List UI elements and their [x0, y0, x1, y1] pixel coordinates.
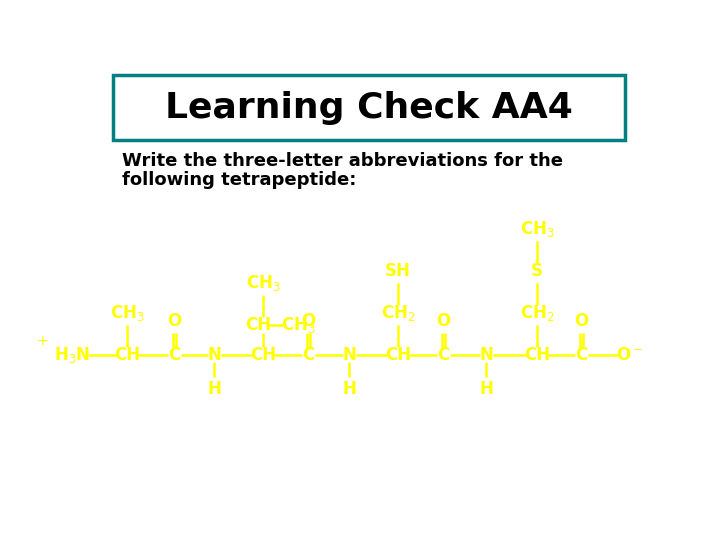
Text: C: C [302, 346, 314, 364]
Text: N: N [342, 346, 356, 364]
Text: Learning Check AA4: Learning Check AA4 [165, 91, 573, 125]
Text: C: C [168, 346, 180, 364]
Text: CH$_3$: CH$_3$ [109, 303, 145, 323]
Text: CH: CH [385, 346, 411, 364]
Text: O: O [436, 312, 450, 330]
Text: O: O [301, 312, 315, 330]
Text: CH: CH [245, 316, 271, 334]
Text: following tetrapeptide:: following tetrapeptide: [122, 171, 356, 189]
Text: CH$_2$: CH$_2$ [520, 303, 554, 323]
Text: +: + [36, 334, 48, 348]
Text: O: O [574, 312, 588, 330]
Text: SH: SH [385, 262, 411, 280]
Text: H: H [342, 380, 356, 398]
Text: CH$_3$: CH$_3$ [520, 219, 554, 239]
FancyBboxPatch shape [114, 75, 624, 140]
Text: C: C [437, 346, 449, 364]
Text: H$_3$N: H$_3$N [54, 345, 90, 365]
Text: S: S [531, 262, 543, 280]
Text: H: H [479, 380, 493, 398]
Text: N: N [479, 346, 493, 364]
Text: CH: CH [524, 346, 550, 364]
Text: O$^-$: O$^-$ [616, 346, 644, 364]
Text: O: O [167, 312, 181, 330]
Text: CH$_3$: CH$_3$ [281, 315, 315, 335]
Text: CH: CH [114, 346, 140, 364]
Text: H: H [207, 380, 221, 398]
Text: C: C [575, 346, 587, 364]
Text: Write the three-letter abbreviations for the: Write the three-letter abbreviations for… [122, 152, 563, 170]
Text: N: N [207, 346, 221, 364]
Text: CH: CH [250, 346, 276, 364]
Text: CH$_3$: CH$_3$ [246, 273, 280, 293]
Text: CH$_2$: CH$_2$ [381, 303, 415, 323]
